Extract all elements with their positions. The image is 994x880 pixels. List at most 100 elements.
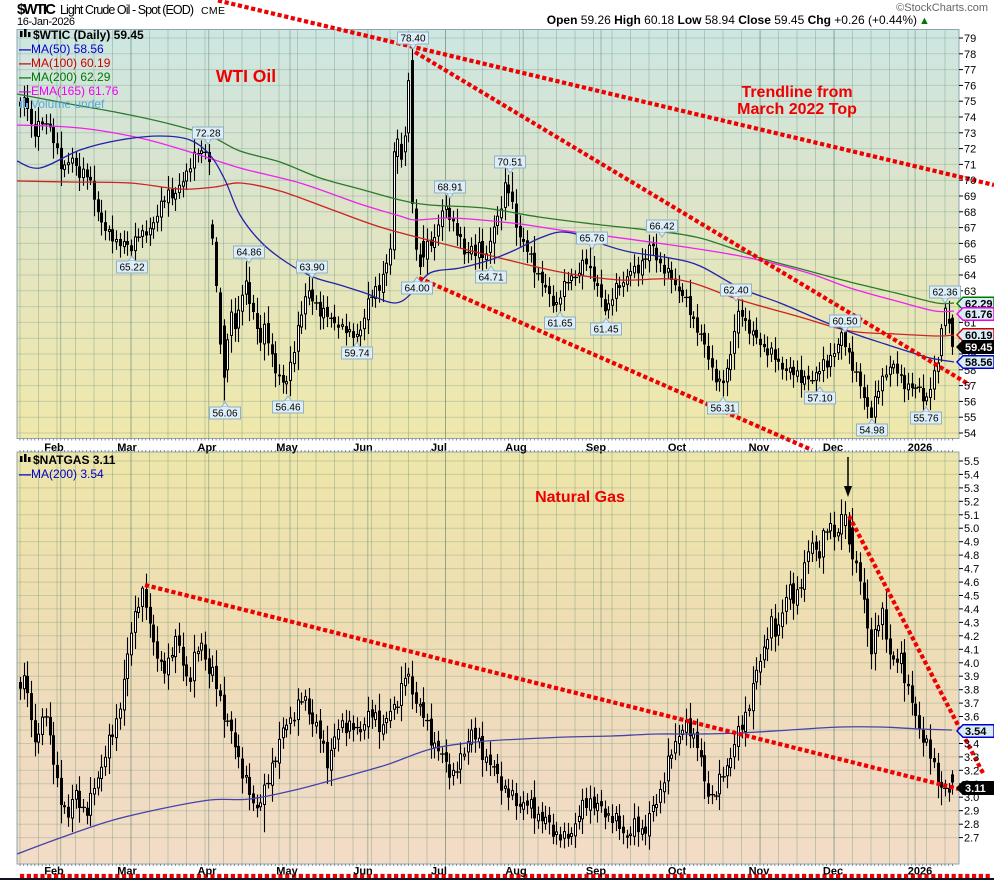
svg-text:—MA(100) 60.19: —MA(100) 60.19 xyxy=(19,56,111,70)
svg-text:3.8: 3.8 xyxy=(964,685,979,697)
svg-text:4.0: 4.0 xyxy=(964,658,979,670)
svg-text:72.28: 72.28 xyxy=(195,129,220,140)
svg-text:54: 54 xyxy=(964,428,976,440)
svg-text:78: 78 xyxy=(964,49,976,61)
svg-text:Sep: Sep xyxy=(586,866,606,878)
svg-text:Jul: Jul xyxy=(431,866,447,878)
svg-text:Feb: Feb xyxy=(44,442,64,454)
svg-text:Apr: Apr xyxy=(198,866,218,878)
svg-text:Dec: Dec xyxy=(823,866,843,878)
svg-text:3.7: 3.7 xyxy=(964,698,979,710)
svg-text:▲: ▲ xyxy=(919,15,930,27)
svg-text:Nov: Nov xyxy=(749,442,771,454)
svg-text:76: 76 xyxy=(964,80,976,92)
svg-text:$WTIC (Daily) 59.45: $WTIC (Daily) 59.45 xyxy=(33,28,144,42)
svg-text:69: 69 xyxy=(964,191,976,203)
svg-text:Volume undef: Volume undef xyxy=(31,97,105,111)
svg-text:79: 79 xyxy=(964,33,976,45)
svg-text:Mar: Mar xyxy=(117,866,137,878)
svg-text:60.50: 60.50 xyxy=(832,317,857,328)
svg-text:4.6: 4.6 xyxy=(964,577,979,589)
svg-text:55.76: 55.76 xyxy=(913,414,938,425)
svg-text:59.45: 59.45 xyxy=(965,342,993,354)
svg-text:4.8: 4.8 xyxy=(964,550,979,562)
svg-text:4.5: 4.5 xyxy=(964,591,979,603)
svg-text:Aug: Aug xyxy=(505,866,526,878)
svg-text:58.56: 58.56 xyxy=(965,357,993,369)
svg-text:66: 66 xyxy=(964,238,976,250)
svg-text:70: 70 xyxy=(964,175,976,187)
svg-text:Oct: Oct xyxy=(668,442,687,454)
svg-text:56.06: 56.06 xyxy=(212,409,237,420)
svg-text:©StockCharts.com: ©StockCharts.com xyxy=(896,2,988,14)
svg-text:May: May xyxy=(276,866,298,878)
svg-text:77: 77 xyxy=(964,65,976,77)
svg-text:73: 73 xyxy=(964,128,976,140)
svg-text:55: 55 xyxy=(964,412,976,424)
svg-text:—MA(200) 3.54: —MA(200) 3.54 xyxy=(19,467,104,481)
svg-text:Apr: Apr xyxy=(198,442,218,454)
svg-text:March 2022 Top: March 2022 Top xyxy=(737,101,857,118)
svg-text:4.3: 4.3 xyxy=(964,617,979,629)
svg-text:Dec: Dec xyxy=(823,442,843,454)
svg-text:3.4: 3.4 xyxy=(964,739,979,751)
svg-text:5.3: 5.3 xyxy=(964,483,979,495)
svg-text:3.11: 3.11 xyxy=(965,783,986,795)
svg-text:Open 59.26 High 60.18 Low 58.9: Open 59.26 High 60.18 Low 58.94 Close 59… xyxy=(547,13,917,27)
svg-text:Trendline from: Trendline from xyxy=(741,84,852,101)
svg-text:65: 65 xyxy=(964,254,976,266)
svg-text:Natural Gas: Natural Gas xyxy=(535,489,625,506)
svg-text:2.7: 2.7 xyxy=(964,833,979,845)
svg-text:72: 72 xyxy=(964,144,976,156)
svg-text:61.45: 61.45 xyxy=(593,325,618,336)
svg-text:WTI Oil: WTI Oil xyxy=(216,66,276,86)
svg-text:71: 71 xyxy=(964,159,976,171)
svg-text:3.9: 3.9 xyxy=(964,671,979,683)
svg-text:68.91: 68.91 xyxy=(437,183,462,194)
svg-text:65.76: 65.76 xyxy=(579,234,604,245)
svg-text:5.2: 5.2 xyxy=(964,496,979,508)
svg-text:57: 57 xyxy=(964,381,976,393)
svg-text:Jun: Jun xyxy=(353,442,373,454)
svg-text:5.1: 5.1 xyxy=(964,510,979,522)
svg-text:64: 64 xyxy=(964,270,976,282)
svg-text:64.86: 64.86 xyxy=(236,248,261,259)
svg-text:May: May xyxy=(276,442,298,454)
svg-text:3.6: 3.6 xyxy=(964,712,979,724)
svg-text:65.22: 65.22 xyxy=(119,263,144,274)
svg-text:64.00: 64.00 xyxy=(404,284,429,295)
svg-text:60.19: 60.19 xyxy=(965,330,993,342)
svg-text:4.4: 4.4 xyxy=(964,604,979,616)
svg-text:2026: 2026 xyxy=(908,866,932,878)
svg-text:70.51: 70.51 xyxy=(497,158,522,169)
svg-text:62.40: 62.40 xyxy=(723,286,748,297)
svg-text:4.9: 4.9 xyxy=(964,537,979,549)
svg-text:63: 63 xyxy=(964,286,976,298)
svg-text:64.71: 64.71 xyxy=(478,273,503,284)
svg-text:5.4: 5.4 xyxy=(964,469,979,481)
svg-text:78.40: 78.40 xyxy=(400,34,425,45)
svg-text:Nov: Nov xyxy=(749,866,771,878)
svg-text:16-Jan-2026: 16-Jan-2026 xyxy=(17,16,75,28)
svg-text:3.2: 3.2 xyxy=(964,765,979,777)
svg-text:3.54: 3.54 xyxy=(965,726,987,738)
svg-text:59.74: 59.74 xyxy=(344,349,369,360)
svg-text:2.8: 2.8 xyxy=(964,819,979,831)
svg-text:61.76: 61.76 xyxy=(965,309,993,321)
svg-text:2.9: 2.9 xyxy=(964,806,979,818)
svg-text:Oct: Oct xyxy=(668,866,687,878)
svg-text:75: 75 xyxy=(964,96,976,108)
svg-text:62.36: 62.36 xyxy=(932,288,957,299)
svg-text:Mar: Mar xyxy=(117,442,137,454)
svg-text:Sep: Sep xyxy=(586,442,606,454)
svg-text:67: 67 xyxy=(964,223,976,235)
svg-text:3.0: 3.0 xyxy=(964,792,979,804)
svg-text:5.0: 5.0 xyxy=(964,523,979,535)
svg-text:4.2: 4.2 xyxy=(964,631,979,643)
svg-text:68: 68 xyxy=(964,207,976,219)
svg-text:4.7: 4.7 xyxy=(964,564,979,576)
svg-text:3.3: 3.3 xyxy=(964,752,979,764)
svg-text:—MA(200) 62.29: —MA(200) 62.29 xyxy=(19,70,111,84)
svg-text:56.46: 56.46 xyxy=(275,403,300,414)
svg-text:Feb: Feb xyxy=(44,866,64,878)
